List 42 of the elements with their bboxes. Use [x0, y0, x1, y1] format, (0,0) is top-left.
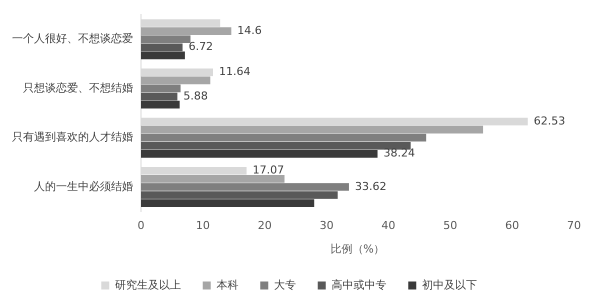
x-tick-label: 50 [443, 219, 458, 232]
bar [141, 43, 183, 52]
bar [141, 183, 349, 191]
bar [141, 52, 185, 60]
data-label: 5.88 [183, 89, 208, 102]
data-label: 38.24 [384, 146, 416, 160]
legend-label: 初中及以下 [422, 278, 477, 292]
data-label: 11.64 [219, 65, 250, 78]
x-axis-title: 比例（%） [330, 242, 385, 256]
legend-label: 大专 [274, 278, 296, 292]
y-tick-label: 只想谈恋爱、不想结婚 [23, 81, 133, 94]
x-tick-label: 70 [567, 219, 581, 232]
bar [141, 175, 285, 183]
bar [141, 142, 411, 150]
bar [141, 126, 484, 134]
x-tick-label: 20 [258, 219, 272, 232]
bar [141, 92, 178, 100]
bar [141, 35, 190, 44]
bar [141, 100, 180, 108]
bar [141, 191, 338, 199]
data-label: 33.62 [354, 180, 386, 193]
bar [141, 27, 232, 35]
bar [141, 84, 181, 92]
data-label: 62.53 [534, 114, 566, 128]
x-tick-label: 60 [505, 219, 520, 232]
y-tick-label: 一个人很好、不想谈恋爱 [12, 32, 133, 46]
bar [141, 150, 378, 158]
bar [141, 199, 314, 207]
x-tick-label: 40 [381, 219, 396, 232]
y-tick-label: 人的一生中必须结婚 [34, 180, 133, 193]
x-tick-label: 30 [320, 219, 334, 232]
bar [141, 76, 210, 84]
data-label: 14.6 [237, 24, 262, 38]
bar [141, 134, 426, 142]
x-tick-label: 10 [196, 219, 210, 232]
x-tick-label: 0 [138, 219, 144, 232]
legend-label: 研究生及以上 [114, 278, 181, 292]
legend-label: 高中或中专 [331, 278, 386, 292]
data-label: 17.07 [252, 164, 284, 177]
data-label: 6.72 [188, 40, 214, 54]
legend-label: 本科 [216, 278, 238, 292]
y-tick-label: 只有遇到喜欢的人才结婚 [12, 130, 133, 144]
